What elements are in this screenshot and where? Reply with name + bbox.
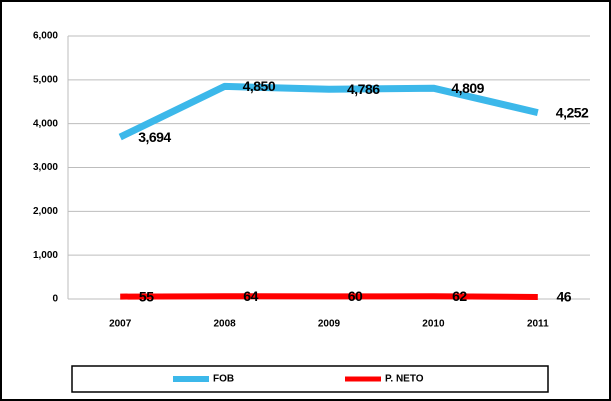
x-tick-label: 2007 bbox=[109, 319, 132, 330]
series-line bbox=[118, 82, 539, 141]
data-label: 46 bbox=[557, 289, 572, 305]
x-tick-label: 2009 bbox=[318, 319, 341, 330]
x-tick-label: 2008 bbox=[213, 319, 236, 330]
x-tick-label: 2010 bbox=[422, 319, 445, 330]
series-line bbox=[120, 293, 538, 300]
data-label: 4,809 bbox=[451, 80, 484, 96]
data-label: 3,694 bbox=[138, 129, 171, 145]
data-label: 62 bbox=[452, 288, 467, 304]
y-tick-label: 4,000 bbox=[33, 118, 58, 129]
y-tick-label: 1,000 bbox=[33, 250, 58, 261]
legend-label: P. NETO bbox=[385, 374, 424, 385]
data-label: 4,786 bbox=[347, 81, 380, 97]
y-tick-label: 2,000 bbox=[33, 206, 58, 217]
y-tick-label: 3,000 bbox=[33, 162, 58, 173]
legend-label: FOB bbox=[213, 374, 234, 385]
legend-box bbox=[71, 365, 549, 393]
x-tick-label: 2011 bbox=[527, 319, 549, 330]
y-tick-label: 0 bbox=[52, 294, 58, 305]
data-label: 60 bbox=[348, 288, 363, 304]
y-tick-label: 6,000 bbox=[33, 31, 58, 42]
y-tick-label: 5,000 bbox=[33, 74, 58, 85]
data-label: 4,850 bbox=[243, 78, 276, 94]
data-label: 55 bbox=[139, 288, 154, 304]
data-label: 64 bbox=[243, 288, 258, 304]
data-label: 4,252 bbox=[556, 104, 589, 120]
